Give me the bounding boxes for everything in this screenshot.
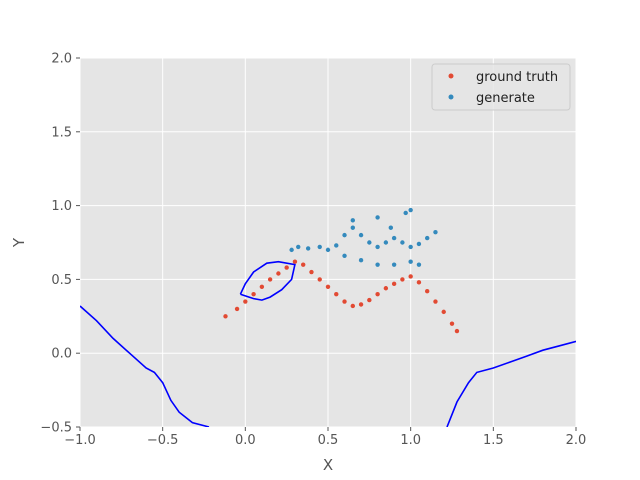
data-point	[408, 274, 413, 279]
data-point	[367, 297, 372, 303]
x-tick-label: 1.0	[400, 433, 421, 448]
data-point	[383, 240, 389, 245]
data-point	[284, 265, 289, 270]
data-point	[350, 218, 355, 223]
x-tick-label: −1.0	[64, 433, 96, 448]
data-point	[416, 241, 422, 247]
data-point	[416, 280, 422, 285]
data-point	[375, 262, 380, 267]
x-tick-label: 2.0	[566, 433, 587, 448]
data-point	[408, 259, 413, 264]
y-tick-label: −0.5	[40, 421, 72, 436]
data-point	[276, 271, 281, 276]
data-point	[342, 299, 347, 304]
data-point	[400, 240, 405, 245]
data-point	[400, 277, 405, 282]
data-point	[259, 284, 265, 289]
data-point	[441, 309, 446, 315]
y-axis-label: Y	[10, 237, 28, 248]
y-tick-label: 0.5	[51, 273, 72, 288]
data-point	[433, 229, 438, 235]
x-tick-label: 0.5	[318, 433, 339, 448]
data-point	[251, 291, 256, 297]
data-point	[342, 253, 347, 258]
data-point	[388, 225, 394, 230]
x-tick-label: 1.5	[483, 433, 504, 448]
data-point	[391, 281, 397, 287]
x-axis-label: X	[323, 456, 333, 474]
contour-line	[239, 260, 296, 301]
legend-marker-generate	[448, 94, 454, 100]
data-point	[334, 243, 339, 248]
data-point	[383, 286, 389, 291]
legend: ground truth generate	[431, 63, 571, 111]
legend-label-ground-truth: ground truth	[476, 70, 558, 85]
data-point	[309, 269, 314, 275]
data-point	[325, 247, 331, 253]
data-point	[454, 328, 460, 334]
data-point	[223, 314, 228, 319]
data-point	[317, 244, 322, 250]
data-point	[350, 225, 355, 230]
data-point	[301, 262, 306, 267]
data-point	[408, 244, 413, 250]
data-point	[289, 247, 294, 253]
y-tick-label: 2.0	[51, 52, 72, 67]
data-point	[375, 244, 380, 250]
data-point	[375, 291, 380, 297]
plot-layer	[80, 207, 576, 427]
data-point	[305, 246, 311, 251]
data-point	[296, 244, 301, 250]
data-point	[425, 289, 430, 294]
data-point	[342, 232, 347, 238]
data-point	[449, 321, 455, 326]
x-tick-label: −0.5	[147, 433, 179, 448]
data-point	[391, 262, 397, 267]
data-point	[408, 207, 413, 213]
data-point	[416, 262, 422, 267]
data-point	[234, 306, 240, 312]
y-tick-label: 1.0	[51, 199, 72, 214]
data-point	[358, 302, 364, 307]
data-point	[375, 215, 380, 220]
data-point	[391, 235, 397, 241]
data-point	[433, 299, 438, 304]
data-point	[317, 277, 322, 282]
legend-marker-ground-truth	[448, 73, 454, 79]
data-point	[358, 258, 364, 263]
data-point	[334, 291, 339, 297]
data-point	[243, 299, 248, 304]
data-point	[350, 303, 355, 309]
data-point	[325, 284, 331, 289]
series-ground-truth	[223, 259, 460, 334]
y-tick-label: 1.5	[51, 125, 72, 140]
data-point	[403, 210, 408, 216]
series-generate	[289, 207, 438, 267]
x-tick-label: 0.0	[235, 433, 256, 448]
tick-labels: −1.0 −0.5 0.0 0.5 1.0 1.5 2.0−0.50.00.51.01.52…	[40, 52, 586, 449]
contour-line	[80, 305, 210, 427]
data-point	[425, 235, 430, 241]
data-point	[358, 232, 364, 238]
contour-line	[446, 340, 576, 427]
legend-label-generate: generate	[476, 91, 535, 106]
legend-box	[431, 63, 571, 111]
data-point	[367, 240, 372, 245]
data-point	[292, 259, 298, 264]
data-point	[267, 277, 273, 282]
y-tick-label: 0.0	[51, 347, 72, 362]
